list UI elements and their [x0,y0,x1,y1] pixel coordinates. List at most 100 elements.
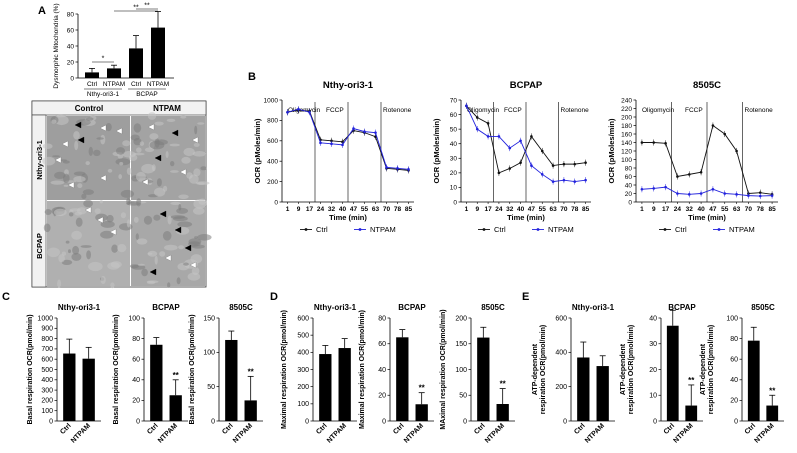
y-axis-label: ATP-dependentrespiration OCR(pmol/min) [620,325,635,414]
y-tick-label: 80 [132,336,140,343]
micrograph-texture-blob [82,189,94,195]
micrograph-texture-blob [135,171,146,182]
x-tick-label: Ctrl [131,81,142,88]
bar [766,405,779,421]
x-tick-label: Ctrl [392,422,406,436]
y-tick-label: 220 [621,106,632,113]
chart-title: 8505C [229,303,253,312]
micrograph-texture-blob [60,159,67,162]
y-tick-label: 100 [41,408,53,415]
x-tick-label: 24 [495,206,503,213]
y-tick-label: 300 [41,387,53,394]
significance-marker: * [102,56,105,63]
y-axis-label-line: respiration OCR(pmol/min) [540,325,547,414]
micrograph-texture-blob [122,140,131,147]
y-tick-label: 0 [274,199,278,206]
panel-letter-a: A [38,5,46,17]
y-tick-label: 50 [207,384,215,391]
micrograph-texture-blob [72,245,80,255]
x-tick-label: Ctrl [473,422,487,436]
y-axis-label-line: respiration OCR(pmol/min) [708,325,715,414]
micrograph-texture-blob [176,207,189,214]
bar-chart-e2: BCPAP 0 10 20 30 40 ATP-dependentrespiration O… [620,303,703,445]
chart-title: BCPAP [510,80,543,91]
significance-marker: ** [144,3,150,10]
micrograph-texture-blob [136,147,142,153]
micrograph-texture-blob [75,217,83,227]
micrograph-texture-blob [197,122,205,125]
micrograph-texture-blob [197,234,212,241]
y-axis-label-line: respiration OCR(pmol/min) [628,325,635,414]
bar [596,366,609,421]
legend-label: NTPAM [548,225,574,234]
micrograph-texture-blob [100,220,115,228]
micrograph-texture-blob [93,149,101,157]
micrograph-texture-blob [191,244,205,249]
x-tick-label: 85 [405,206,413,213]
x-tick-label: 40 [339,206,347,213]
x-axis-label: Time (min) [688,213,726,222]
bar [151,27,165,79]
y-tick-label: 100 [128,315,140,322]
x-axis-label: Time (min) [329,213,367,222]
micrograph-texture-blob [135,233,139,240]
y-axis-label: Maximal respiration OCR(pmol/min) [281,310,288,429]
y-tick-label: 50 [459,393,467,400]
micrograph-texture-blob [170,161,175,167]
micrograph-texture-blob [43,223,51,233]
micrograph-texture-blob [170,201,181,205]
y-tick-label: 80 [378,315,386,322]
x-tick-label: 9 [297,206,301,213]
arrowhead-marker [174,226,182,234]
micrograph-texture-blob [63,184,69,187]
micrograph-texture-blob [42,156,56,166]
series-line [466,105,586,174]
y-tick-label: 200 [455,315,467,322]
injection-label: Rotenone [745,107,774,114]
y-tick-label: 40 [730,377,738,384]
y-tick-label: 200 [297,384,309,391]
arrowhead-marker [84,206,92,214]
micrograph-texture-blob [47,247,60,258]
significance-marker: ** [173,371,180,380]
significance-marker: ** [248,367,255,376]
x-tick-label: 78 [394,206,402,213]
bar [225,339,238,421]
y-tick-label: 400 [267,159,278,166]
bar [577,357,590,421]
x-tick-label: 40 [517,206,525,213]
x-tick-label: 47 [528,206,536,213]
micrograph-texture-blob [100,276,106,284]
y-tick-label: 160 [621,131,632,138]
x-tick-label: 63 [372,206,380,213]
bar [415,404,428,421]
group-label: Nthy-ori3-1 [87,91,120,98]
micrograph-texture-blob [120,212,126,219]
y-tick-label: 240 [621,97,632,104]
bar-chart-d1: Nthy-ori3-1 0 100 200 300 400 500 600 Maximal re… [281,303,357,445]
micrograph-texture-blob [81,193,87,199]
y-tick-label: 40 [67,43,75,50]
x-tick-label: 17 [484,206,492,213]
micrograph-texture-blob [173,216,188,222]
micrograph-texture-blob [55,114,66,118]
micrograph-header-row [31,100,207,116]
bar [666,325,679,421]
significance-marker: ** [419,384,426,393]
bar-chart-d2: BCPAP 0 20 40 60 80 Maximal respiration OCR(pm… [359,303,434,445]
y-tick-label: 600 [297,315,309,322]
panel-letters: A B C D E [2,5,529,303]
injection-label: Oligomycin [467,107,500,114]
micrograph-texture-blob [195,181,210,186]
y-tick-label: 400 [555,350,567,357]
x-tick-label: 24 [674,206,682,213]
y-tick-label: 0 [70,75,74,82]
x-tick-label: Ctrl [87,81,98,88]
y-tick-label: 40 [649,315,657,322]
micrograph-texture-blob [156,178,162,187]
y-tick-label: 600 [267,138,278,145]
micrograph-texture-blob [170,170,179,173]
micrograph-texture-blob [120,189,135,198]
legend-marker [358,228,362,231]
